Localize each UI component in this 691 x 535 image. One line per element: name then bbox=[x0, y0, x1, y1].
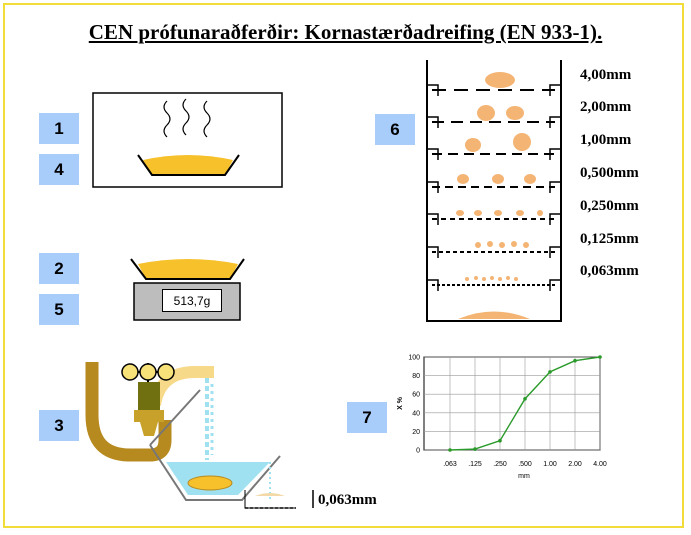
step-7-badge: 7 bbox=[347, 402, 387, 433]
retained-particle bbox=[511, 241, 517, 247]
retained-particle bbox=[514, 277, 518, 281]
sieve-rim-left bbox=[427, 116, 439, 128]
sieve-label-4mm: 4,00mm bbox=[580, 67, 632, 83]
retained-particle bbox=[499, 242, 505, 248]
chart-point bbox=[523, 397, 527, 401]
chart-ytick-label: 0 bbox=[416, 448, 420, 455]
pan-fines bbox=[458, 311, 530, 319]
chart-xtick-label: .500 bbox=[518, 461, 532, 468]
step-3-badge: 3 bbox=[39, 410, 79, 441]
sieve-rim-left bbox=[427, 213, 439, 225]
step-6-badge: 6 bbox=[375, 114, 415, 145]
grading-curve-chart: 0 20 40 60 80 100 .063 .125 .250 .500 1.00 2.00 4.00… bbox=[397, 355, 607, 481]
chart-point bbox=[498, 438, 502, 443]
chart-xtick-label: .250 bbox=[493, 461, 507, 468]
chart-xtick-label: 4.00 bbox=[593, 461, 607, 468]
chart-point bbox=[448, 448, 452, 452]
retained-particle bbox=[465, 277, 469, 281]
retained-particle bbox=[513, 133, 531, 151]
retained-particle bbox=[474, 276, 478, 280]
step-1-badge: 1 bbox=[39, 113, 79, 144]
step-2-badge: 2 bbox=[39, 253, 79, 284]
retained-particle bbox=[457, 174, 469, 184]
chart-xtick-label: 1.00 bbox=[543, 461, 557, 468]
chart-ytick-label: 80 bbox=[412, 373, 420, 380]
sieve-rim-left bbox=[427, 181, 439, 193]
sieve-label-2mm: 2,00mm bbox=[580, 99, 632, 115]
chart-ytick-label: 60 bbox=[412, 392, 420, 399]
sieve-rim-right bbox=[549, 279, 561, 291]
retained-particle bbox=[523, 242, 529, 248]
chart-plot-area bbox=[423, 356, 601, 451]
retained-particle bbox=[482, 277, 486, 281]
retained-particle bbox=[465, 138, 481, 152]
chart-xtick-label: .125 bbox=[468, 461, 482, 468]
step-5-badge: 5 bbox=[39, 294, 79, 325]
chart-point bbox=[473, 447, 477, 451]
retained-particle bbox=[490, 276, 494, 280]
washing-illustration bbox=[85, 362, 314, 509]
sieve-label-0063mm: 0,063mm bbox=[580, 263, 639, 279]
retained-particle bbox=[456, 210, 464, 216]
chart-point bbox=[573, 358, 577, 363]
retained-particle bbox=[537, 210, 543, 216]
sieve-label-0500mm: 0,500mm bbox=[580, 165, 639, 181]
retained-particle bbox=[487, 241, 493, 247]
sieve-label-1mm: 1,00mm bbox=[580, 132, 632, 148]
chart-xtick-label: .063 bbox=[443, 461, 457, 468]
retained-particle bbox=[506, 276, 510, 280]
step-4-badge: 4 bbox=[39, 154, 79, 185]
sieve-rim-right bbox=[549, 148, 561, 160]
retained-particle bbox=[475, 242, 481, 248]
sieve-rim-left bbox=[427, 84, 439, 96]
sieve-rim-right bbox=[549, 84, 561, 96]
sieve-rim-right bbox=[549, 246, 561, 258]
chart-ytick-label: 20 bbox=[412, 429, 420, 436]
sieve-label-0125mm: 0,125mm bbox=[580, 231, 639, 247]
sieve-rim-left bbox=[427, 246, 439, 258]
retained-particle bbox=[477, 105, 495, 121]
retained-particle bbox=[474, 210, 482, 216]
chart-point bbox=[548, 370, 552, 374]
sieve-label-0250mm: 0,250mm bbox=[580, 198, 639, 214]
retained-particle bbox=[498, 277, 502, 281]
sieve-rim-right bbox=[549, 213, 561, 225]
retained-particle bbox=[485, 72, 515, 88]
chart-point bbox=[598, 355, 602, 359]
sieve-rim-left bbox=[427, 148, 439, 160]
chart-ytick-label: 100 bbox=[408, 355, 420, 362]
retained-particle bbox=[494, 210, 502, 216]
chart-ylabel: X % bbox=[397, 396, 404, 410]
wash-sieve-label: 0,063mm bbox=[318, 492, 377, 508]
scale-readout: 513,7g bbox=[162, 289, 222, 312]
sieve-rim-right bbox=[549, 116, 561, 128]
sieve-rim-right bbox=[549, 181, 561, 193]
sieve-stack-illustration bbox=[426, 60, 562, 322]
sieve-rim-left bbox=[427, 279, 439, 291]
chart-xlabel: mm bbox=[518, 473, 530, 480]
balance-illustration bbox=[130, 258, 245, 321]
page-title: CEN prófunaraðferðir: Kornastærðadreifin… bbox=[88, 20, 603, 44]
retained-particle bbox=[516, 210, 524, 216]
retained-particle bbox=[492, 174, 504, 184]
chart-ytick-label: 40 bbox=[412, 410, 420, 417]
page-border bbox=[3, 3, 684, 528]
chart-xtick-label: 2.00 bbox=[568, 461, 582, 468]
retained-particle bbox=[506, 106, 524, 120]
retained-particle bbox=[524, 174, 536, 184]
oven-drying-illustration bbox=[92, 92, 283, 188]
